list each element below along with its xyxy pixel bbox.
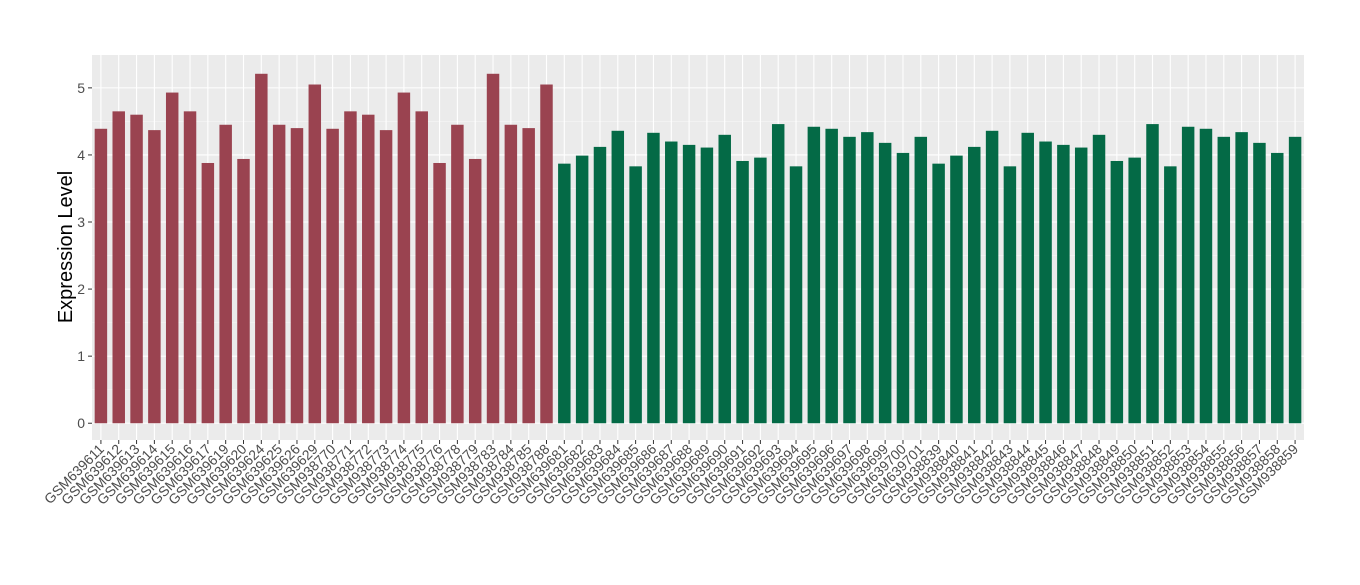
bar <box>148 130 161 424</box>
bar <box>914 136 928 424</box>
bar <box>950 155 963 424</box>
bar <box>1128 157 1141 424</box>
bar <box>468 158 482 424</box>
bar <box>1021 132 1034 424</box>
bar <box>344 111 357 424</box>
bar <box>1110 160 1124 424</box>
bar <box>308 84 322 424</box>
bar <box>807 126 821 424</box>
bar <box>290 128 304 424</box>
bar <box>1164 166 1177 424</box>
bar <box>896 152 910 424</box>
bar <box>272 124 286 424</box>
bar <box>700 147 714 424</box>
y-tick-label: 3 <box>77 214 85 230</box>
bar <box>878 142 892 424</box>
bar <box>486 73 500 424</box>
bar <box>789 166 803 424</box>
bar <box>540 84 553 424</box>
bar <box>665 141 678 424</box>
bar <box>861 132 874 424</box>
bar <box>932 163 945 424</box>
bar <box>558 163 571 424</box>
bar <box>843 136 856 424</box>
bar <box>130 114 143 424</box>
bar <box>165 92 179 424</box>
bar <box>1253 142 1266 424</box>
bar <box>647 132 660 424</box>
bar <box>1181 126 1195 424</box>
bar <box>1199 128 1213 424</box>
bar <box>1146 124 1159 424</box>
bar <box>1271 152 1284 424</box>
y-tick-label: 2 <box>77 281 85 297</box>
bar <box>1092 134 1106 424</box>
bar <box>1235 132 1248 424</box>
bar <box>629 166 642 424</box>
bar <box>968 146 981 424</box>
bar <box>718 134 731 424</box>
bar <box>255 73 268 424</box>
y-tick-label: 4 <box>77 147 85 163</box>
bar <box>94 128 108 424</box>
bar <box>201 162 215 424</box>
y-axis-title: Expression Level <box>55 171 77 323</box>
bar <box>1288 136 1302 424</box>
bar <box>451 124 464 424</box>
bar <box>985 130 999 424</box>
y-tick-label: 1 <box>77 348 85 364</box>
y-tick-label: 0 <box>77 415 85 431</box>
bar <box>1003 166 1017 424</box>
y-tick-label: 5 <box>77 80 85 96</box>
bar <box>1039 141 1052 424</box>
bar <box>611 130 625 424</box>
bar <box>754 157 767 424</box>
bar <box>1074 147 1088 424</box>
bar <box>183 111 197 424</box>
bar <box>504 124 518 424</box>
bar <box>736 160 749 424</box>
bar <box>771 124 785 424</box>
bar <box>219 124 232 424</box>
bar <box>1057 144 1070 424</box>
bar <box>397 92 411 424</box>
bar <box>326 128 339 424</box>
bar <box>415 111 428 424</box>
bar <box>575 155 589 424</box>
bar <box>362 114 375 424</box>
bar <box>112 111 125 424</box>
bar <box>433 162 446 424</box>
bar <box>237 158 250 424</box>
bar <box>522 128 535 424</box>
bar <box>682 144 696 424</box>
bar <box>379 130 393 424</box>
bar <box>825 128 838 424</box>
bar <box>1217 136 1231 424</box>
bar <box>593 146 607 424</box>
